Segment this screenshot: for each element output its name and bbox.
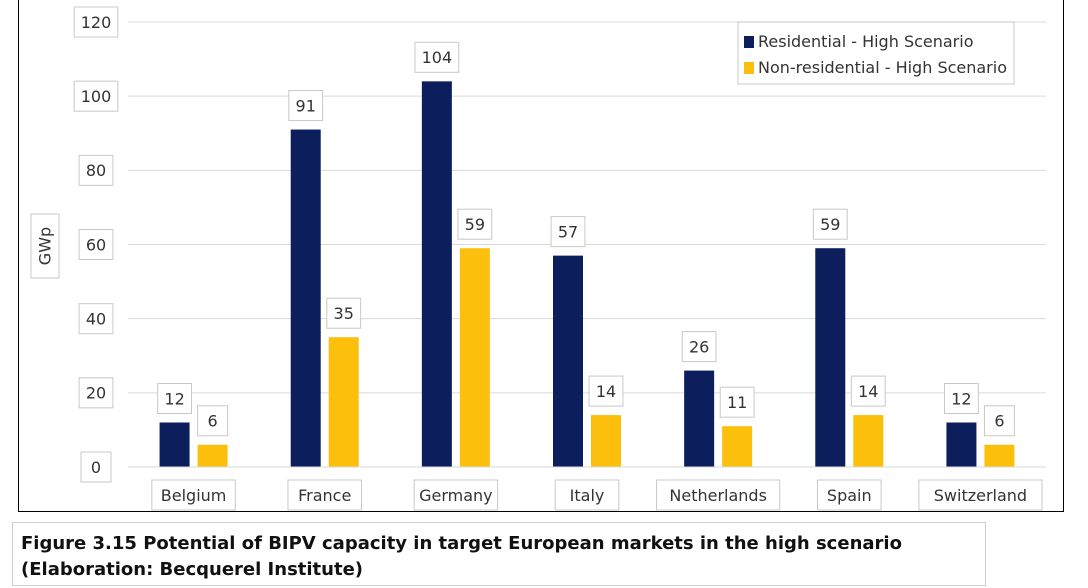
legend-label-residential: Residential - High Scenario: [758, 32, 974, 51]
y-tick-label-20: 20: [86, 384, 106, 403]
data-label-france-non-residential-box: [326, 297, 362, 329]
data-label-spain-non-residential-box: [850, 375, 886, 407]
x-tick-label-france: France: [298, 486, 351, 505]
data-label-switzerland-non-residential-box: [983, 405, 1015, 437]
data-label-switzerland-residential: 12: [951, 389, 971, 408]
y-tick-label-0-box: [80, 451, 112, 483]
data-label-germany-residential-box: [414, 41, 460, 73]
y-tick-label-120-box: [73, 6, 119, 38]
data-label-france-non-residential: 35: [334, 304, 354, 323]
data-label-germany-non-residential: 59: [465, 215, 485, 234]
legend-label-non-residential: Non-residential - High Scenario: [758, 58, 1007, 77]
data-label-germany-residential: 104: [422, 48, 453, 67]
bar-spain-residential: [815, 248, 846, 467]
y-tick-label-100: 100: [81, 87, 112, 106]
legend-box: [737, 21, 1015, 85]
data-label-belgium-non-residential: 6: [207, 412, 217, 431]
data-label-italy-residential-box: [550, 216, 586, 248]
bar-france-non-residential: [328, 337, 359, 467]
data-label-belgium-residential: 12: [164, 389, 184, 408]
legend-swatch-non-residential: [744, 62, 754, 74]
data-label-germany-non-residential-box: [457, 208, 493, 240]
data-label-switzerland-residential-box: [944, 383, 979, 414]
data-label-belgium-non-residential-box: [197, 405, 229, 437]
x-tick-label-france-box: [287, 479, 362, 511]
data-label-switzerland-non-residential: 6: [994, 412, 1004, 431]
bar-belgium-residential: [159, 422, 190, 467]
bar-spain-non-residential: [853, 415, 884, 467]
data-label-italy-non-residential-box: [588, 375, 624, 407]
bar-switzerland-non-residential: [984, 444, 1015, 467]
data-label-netherlands-non-residential: 11: [727, 393, 747, 412]
y-tick-label-40: 40: [86, 309, 106, 328]
bar-chart: 0 20 40 60 80 100 120 GWp 12 6 Belgium 91 35 France 10…: [30, 6, 1046, 511]
y-tick-label-100-box: [73, 80, 119, 112]
bar-germany-non-residential: [459, 248, 490, 467]
x-tick-label-spain-box: [816, 479, 882, 511]
data-label-spain-non-residential: 14: [858, 382, 878, 401]
data-label-netherlands-residential-box: [681, 331, 717, 363]
bar-italy-residential: [553, 255, 583, 467]
x-tick-label-switzerland-box: [918, 479, 1043, 511]
bar-netherlands-non-residential: [722, 426, 753, 467]
data-label-netherlands-residential: 26: [689, 337, 709, 356]
x-tick-label-belgium-box: [151, 479, 236, 511]
y-tick-label-60-box: [78, 229, 114, 260]
data-label-italy-residential: 57: [558, 222, 578, 241]
y-tick-label-40-box: [78, 303, 114, 335]
figure-caption: Figure 3.15 Potential of BIPV capacity i…: [21, 533, 902, 580]
figure-caption-box: Figure 3.15 Potential of BIPV capacity i…: [12, 522, 986, 586]
data-label-netherlands-non-residential-box: [719, 386, 755, 418]
y-tick-label-60: 60: [86, 235, 106, 254]
legend-swatch-residential: [744, 36, 754, 48]
bar-germany-residential: [421, 81, 452, 467]
bar-netherlands-residential: [684, 370, 715, 467]
data-label-france-residential: 91: [296, 96, 316, 115]
data-label-belgium-residential-box: [157, 383, 192, 414]
x-tick-label-netherlands: Netherlands: [669, 486, 767, 505]
x-tick-label-italy-box: [554, 479, 620, 511]
y-tick-label-0: 0: [91, 458, 101, 477]
bar-switzerland-residential: [946, 422, 977, 467]
y-tick-label-80-box: [78, 154, 114, 186]
x-tick-label-germany-box: [413, 479, 499, 511]
y-tick-label-120: 120: [81, 13, 112, 32]
y-axis-label-box: [30, 213, 60, 279]
x-tick-label-switzerland: Switzerland: [934, 486, 1027, 505]
data-label-spain-residential-box: [812, 208, 848, 240]
x-tick-label-germany: Germany: [419, 486, 493, 505]
x-tick-label-belgium: Belgium: [161, 486, 227, 505]
data-label-spain-residential: 59: [820, 215, 840, 234]
x-tick-label-italy: Italy: [570, 486, 605, 505]
y-tick-label-20-box: [78, 377, 114, 409]
data-label-france-residential-box: [288, 90, 324, 122]
bar-france-residential: [290, 129, 321, 467]
data-label-italy-non-residential: 14: [596, 382, 616, 401]
y-axis-label: GWp: [36, 227, 55, 265]
y-tick-label-80: 80: [86, 161, 106, 180]
bar-italy-non-residential: [591, 415, 621, 467]
bar-belgium-non-residential: [197, 444, 228, 467]
x-tick-label-spain: Spain: [827, 486, 872, 505]
chart-frame: [18, 0, 1064, 512]
x-tick-label-netherlands-box: [656, 479, 781, 511]
